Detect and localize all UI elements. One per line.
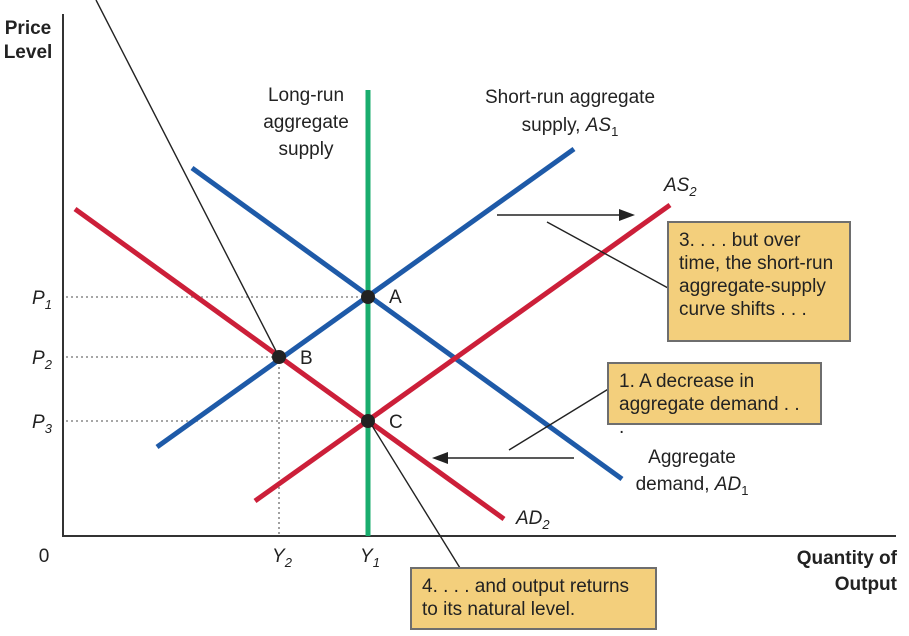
x-axis-title-line1: Quantity of bbox=[797, 548, 898, 569]
p1-label: P1 bbox=[32, 288, 52, 312]
point-b-label: B bbox=[300, 348, 313, 369]
y-axis-title-line2: Level bbox=[4, 42, 53, 63]
arrow-right-icon bbox=[619, 209, 635, 221]
lras-label-line1: Long-run bbox=[268, 85, 344, 106]
note-decrease-in-demand: 1. A decrease in aggregate demand . . . bbox=[607, 362, 822, 438]
note-short-run-shift: 3. . . . but over time, the short-run ag… bbox=[667, 221, 851, 342]
point-a bbox=[361, 290, 375, 304]
lras-label-line3: supply bbox=[279, 139, 334, 160]
sras1-label-line2: supply, AS1 bbox=[522, 115, 619, 139]
pointer-line-note3 bbox=[546, 221, 669, 289]
point-a-label: A bbox=[389, 287, 402, 308]
point-c bbox=[361, 414, 375, 428]
p2-label: P2 bbox=[32, 348, 53, 372]
pointer-line-top bbox=[95, 0, 277, 352]
p3-label: P3 bbox=[32, 412, 53, 436]
pointer-line-note4 bbox=[370, 423, 461, 569]
as2-label: AS2 bbox=[663, 175, 697, 199]
point-b bbox=[272, 350, 286, 364]
ad1-label-line2: demand, AD1 bbox=[636, 474, 749, 498]
sras1-label-line1: Short-run aggregate bbox=[485, 87, 655, 108]
ad1-curve bbox=[190, 165, 624, 482]
ad2-curve bbox=[73, 206, 506, 522]
x-axis-title-line2: Output bbox=[835, 574, 898, 595]
origin-label: 0 bbox=[39, 546, 50, 567]
y2-label: Y2 bbox=[272, 546, 293, 570]
as2-curve bbox=[253, 202, 672, 504]
y1-label: Y1 bbox=[360, 546, 380, 570]
arrow-left-icon bbox=[432, 452, 448, 464]
ad1-label-line1: Aggregate bbox=[648, 447, 736, 468]
ad2-label: AD2 bbox=[515, 508, 550, 532]
lras-label-line2: aggregate bbox=[263, 112, 349, 133]
pointer-line-note1 bbox=[508, 387, 611, 451]
y-axis-title-line1: Price bbox=[5, 18, 51, 39]
note-output-returns: 4. . . . and output returns to its natur… bbox=[410, 567, 657, 630]
point-c-label: C bbox=[389, 412, 403, 433]
